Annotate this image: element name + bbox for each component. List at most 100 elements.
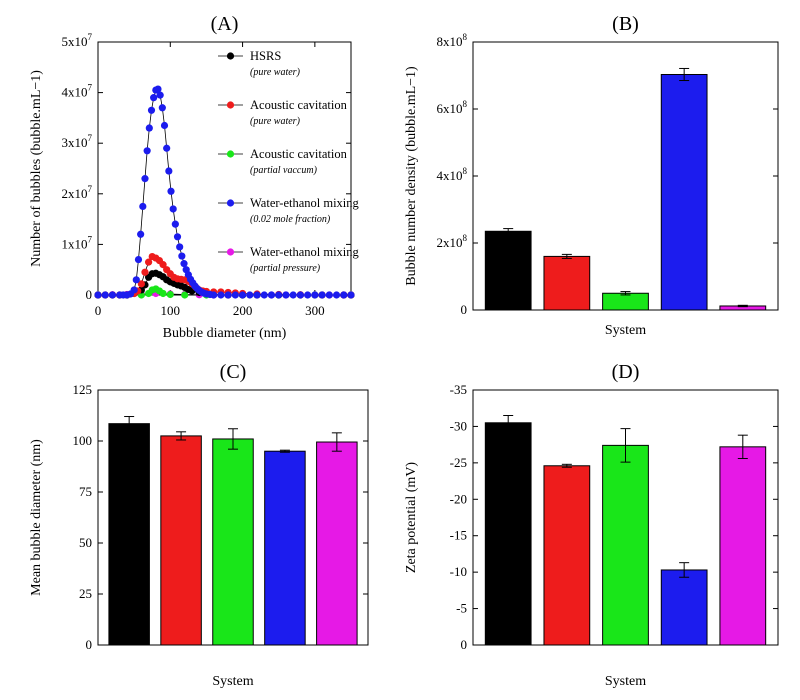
bar <box>212 438 254 646</box>
data-point <box>169 205 177 213</box>
data-point <box>159 261 167 269</box>
y-tick-label: 100 <box>73 433 93 448</box>
y-tick-label-value: -30 <box>450 418 467 433</box>
data-point <box>137 230 145 238</box>
y-tick-label: -20 <box>450 491 467 506</box>
data-point <box>289 291 297 299</box>
x-tick-label: 0 <box>95 303 102 318</box>
panel-c: (C) 0 25 50 75 100 125 Mean bubble diameter (nm… <box>29 361 369 689</box>
data-point <box>166 290 174 299</box>
y-tick-label-value: 8x10 <box>437 34 463 49</box>
data-point <box>246 291 254 299</box>
y-tick-label-value: 25 <box>79 586 92 601</box>
data-point <box>253 291 261 299</box>
legend-label: Water-ethanol mixing <box>250 245 360 259</box>
legend-label: HSRS <box>250 49 281 63</box>
y-tick-label: -35 <box>450 382 467 397</box>
data-point <box>332 291 341 299</box>
y-tick-label: -15 <box>450 528 467 543</box>
y-tick-label-value: 0 <box>461 637 468 652</box>
x-tick-label: 200 <box>233 303 253 318</box>
y-axis-label: Zeta potential (mV) <box>404 462 419 574</box>
data-point <box>156 91 164 99</box>
data-point <box>141 268 149 276</box>
bar <box>108 423 150 646</box>
data-point <box>143 147 151 155</box>
y-tick-label: 6x108 <box>437 99 468 116</box>
y-tick-label-exponent: 7 <box>88 184 93 194</box>
data-point <box>101 291 109 299</box>
y-tick-label-value: -5 <box>456 601 467 616</box>
legend-entry-2: Acoustic cavitation (partial vaccum) <box>218 147 348 176</box>
bar <box>660 569 708 646</box>
data-point <box>275 291 283 299</box>
y-tick-label: 0 <box>86 637 93 652</box>
data-point <box>139 202 147 211</box>
panel-d: (D) 0 -5 -10 -15 -20 -25 -30 -35 Zeta potential (… <box>404 361 779 689</box>
data-point <box>311 291 319 299</box>
legend-entry-1: Acoustic cavitation (pure water) <box>218 98 348 127</box>
data-point <box>159 289 167 298</box>
y-tick-label-value: 0 <box>86 637 93 652</box>
y-tick-label-value: 4x10 <box>437 168 463 183</box>
data-point <box>158 104 166 112</box>
data-point <box>304 291 312 299</box>
y-tick-label-value: -10 <box>450 564 467 579</box>
legend-label: Acoustic cavitation <box>250 98 348 112</box>
data-point <box>108 291 117 299</box>
y-tick-label-value: 5x10 <box>62 34 88 49</box>
y-tick-label: 3x107 <box>62 133 93 150</box>
legend-label: Water-ethanol mixing <box>250 196 360 210</box>
bar <box>660 73 708 311</box>
legend-marker <box>226 199 235 207</box>
legend-label: Acoustic cavitation <box>250 147 348 161</box>
data-point <box>178 252 186 260</box>
y-tick-label-value: 0 <box>86 287 93 302</box>
bar <box>543 255 591 311</box>
y-tick-label-value: 125 <box>73 382 93 397</box>
data-point <box>238 291 247 299</box>
legend-note: (partial vaccum) <box>250 165 318 176</box>
y-tick-label-value: 6x10 <box>437 101 463 116</box>
y-tick-label-exponent: 7 <box>88 83 93 93</box>
data-point <box>180 260 188 268</box>
y-tick-label-exponent: 7 <box>88 32 93 42</box>
data-point <box>217 291 225 299</box>
y-tick-label: 2x107 <box>62 184 93 201</box>
legend-note: (partial pressure) <box>250 263 321 274</box>
y-tick-label-exponent: 8 <box>463 166 468 176</box>
legend-entry-3: Water-ethanol mixing (0.02 mole fraction) <box>218 196 360 225</box>
bar <box>484 422 532 646</box>
panel-letter: (B) <box>612 13 639 35</box>
y-tick-label-value: 75 <box>79 484 92 499</box>
legend-note: (pure water) <box>250 116 301 127</box>
y-tick-label: 8x108 <box>437 32 468 49</box>
data-point <box>147 106 156 114</box>
bar <box>264 450 306 646</box>
y-tick-label: 1x107 <box>62 234 93 251</box>
y-tick-label: 0 <box>461 302 468 317</box>
data-point <box>325 291 333 299</box>
y-tick-label: 0 <box>86 287 93 302</box>
x-axis-label: System <box>605 323 646 338</box>
y-tick-label: -10 <box>450 564 467 579</box>
data-point <box>224 291 232 299</box>
data-point <box>167 187 175 195</box>
data-point <box>154 85 162 93</box>
data-point <box>137 280 145 288</box>
y-tick-label-value: 3x10 <box>62 135 88 150</box>
data-point <box>94 291 102 299</box>
data-point <box>347 291 355 299</box>
y-tick-label-exponent: 8 <box>463 99 468 109</box>
data-point <box>318 291 326 299</box>
y-tick-label-value: 2x10 <box>437 235 463 250</box>
data-point <box>173 233 182 241</box>
y-tick-label-value: -35 <box>450 382 467 397</box>
y-tick-label: 0 <box>461 637 468 652</box>
legend-marker <box>226 150 235 158</box>
data-point <box>163 144 171 152</box>
data-point <box>267 291 276 299</box>
data-point <box>150 94 158 102</box>
